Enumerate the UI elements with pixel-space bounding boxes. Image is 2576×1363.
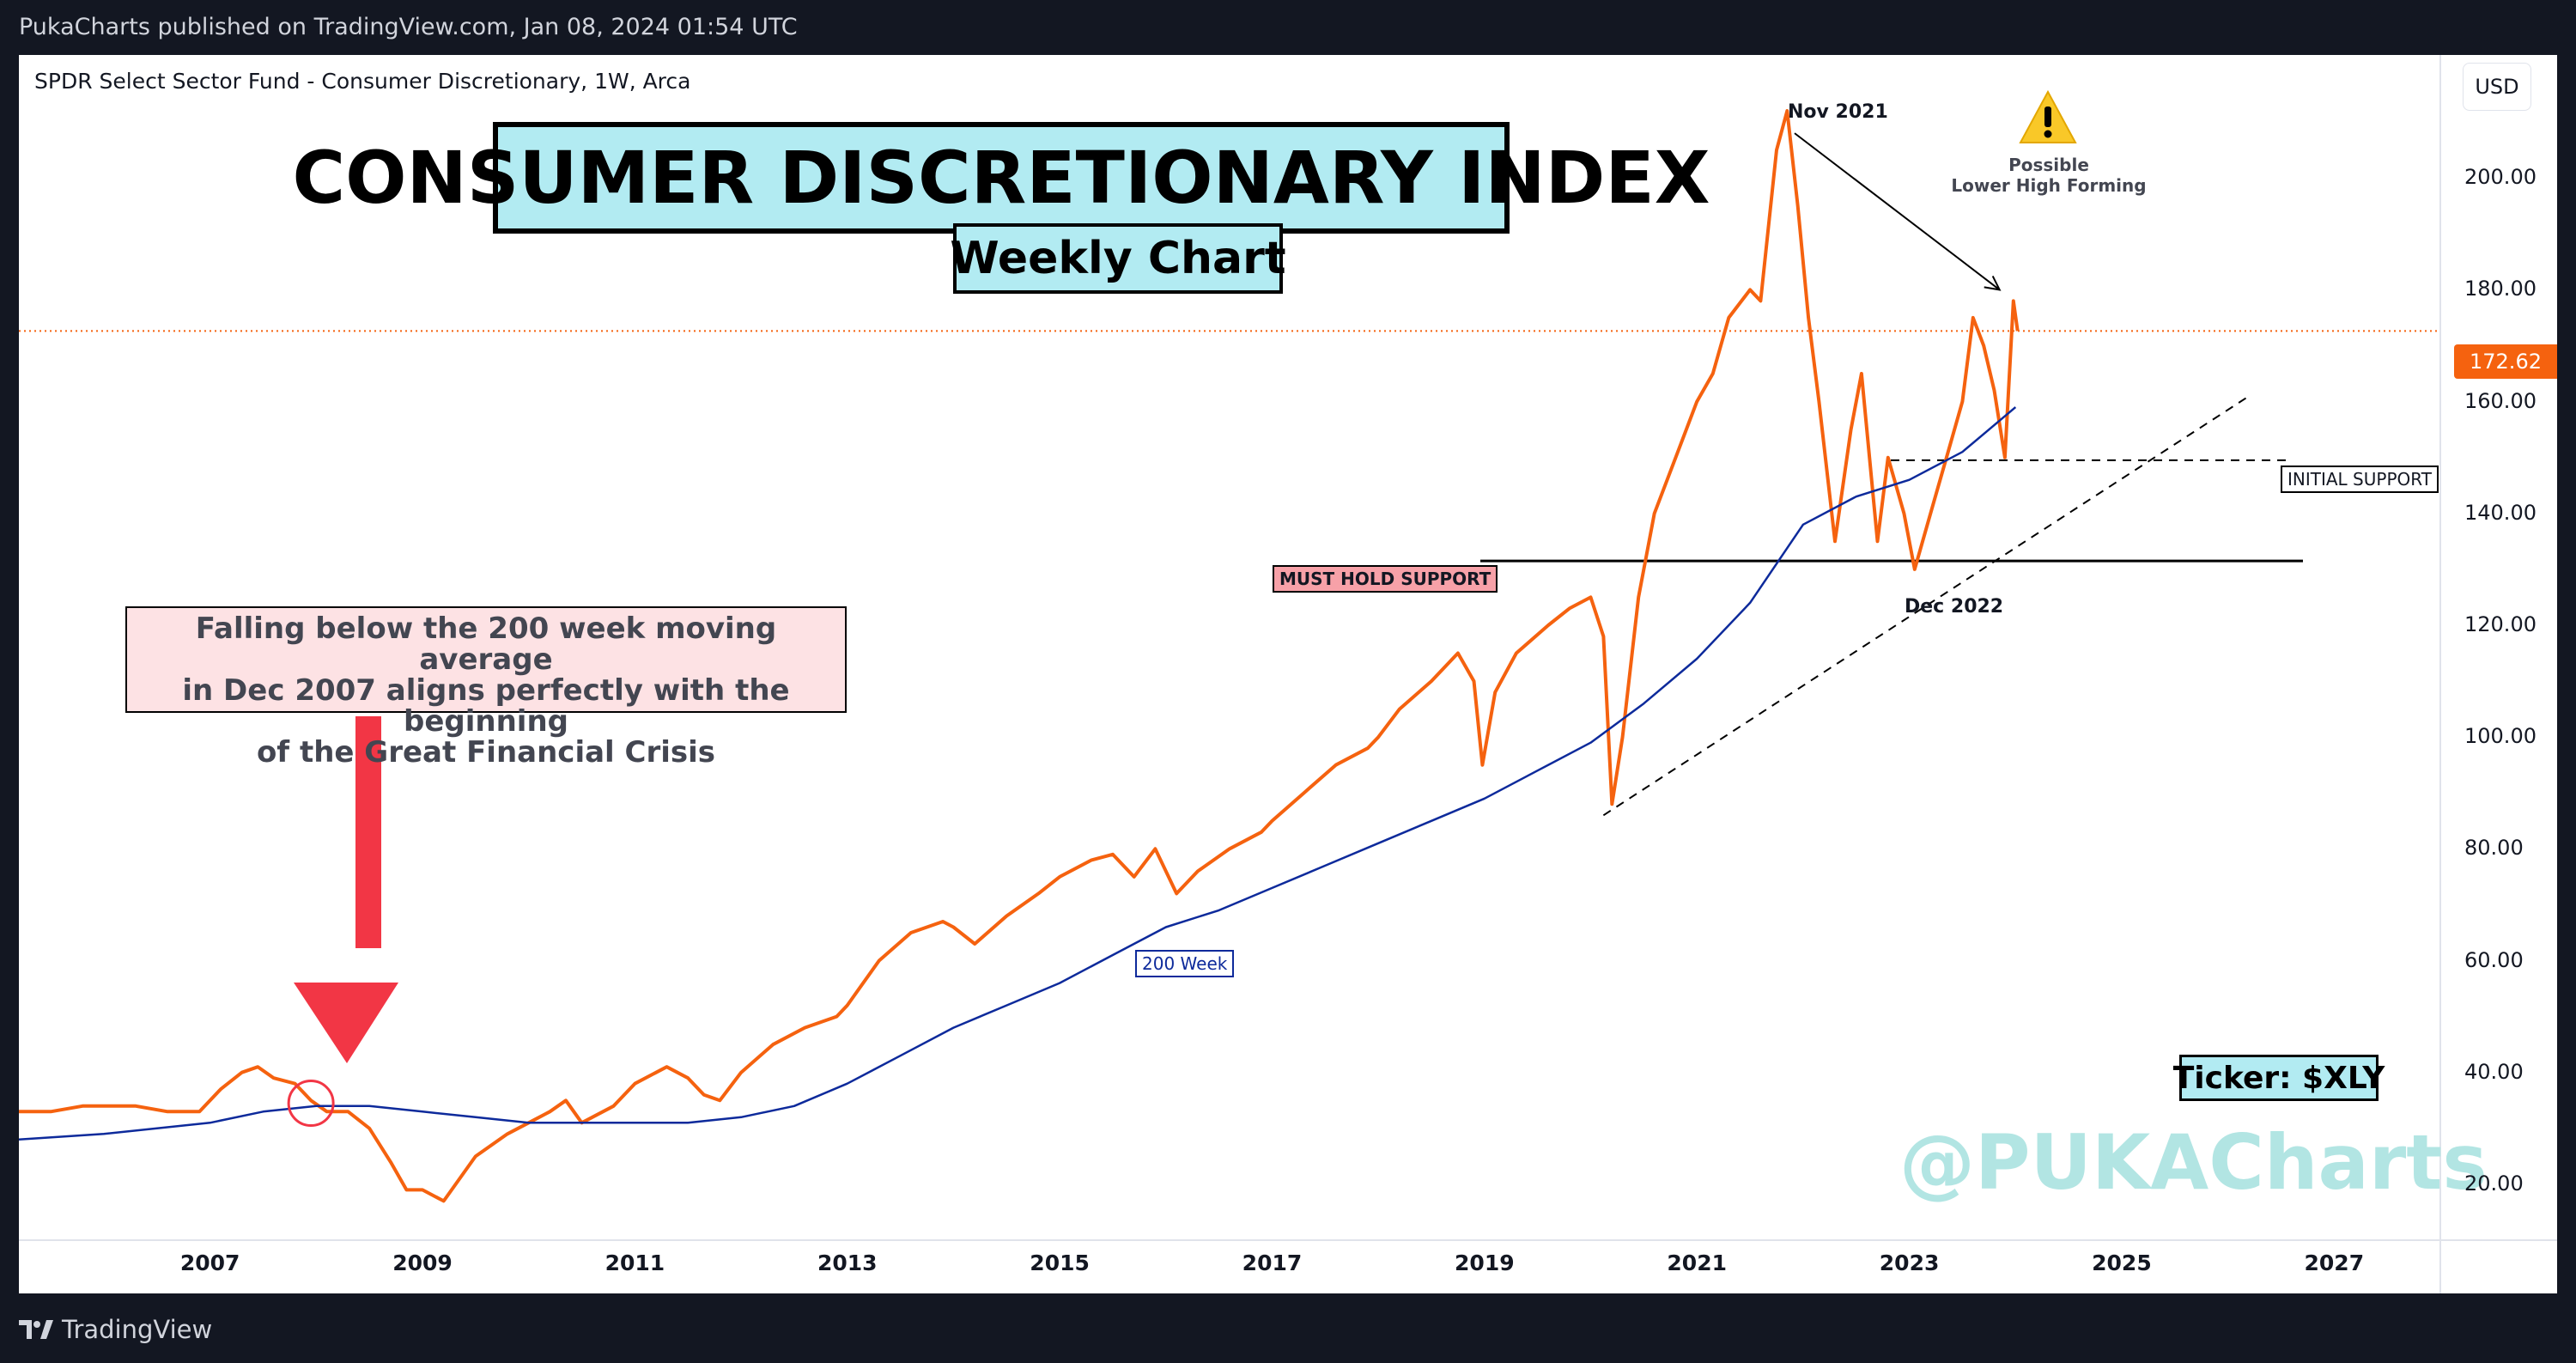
y-tick-label: 140.00 [2464,500,2537,525]
y-tick-label: 100.00 [2464,724,2537,749]
must-hold-support-label: MUST HOLD SUPPORT [1273,565,1498,593]
symbol-info[interactable]: SPDR Select Sector Fund - Consumer Discr… [34,69,691,94]
x-tick-label: 2015 [1030,1250,1090,1275]
tradingview-logo-icon [19,1320,53,1339]
price-line [19,109,2020,1203]
y-tick-label: 180.00 [2464,277,2537,301]
warning-text: Possible Lower High Forming [1946,155,2152,196]
footer-bar: TradingView [0,1296,2576,1363]
x-tick-label: 2011 [605,1250,665,1275]
x-tick-label: 2007 [179,1250,240,1275]
x-tick-label: 2017 [1242,1250,1303,1275]
x-tick-label: 2023 [1879,1250,1940,1275]
x-tick-label: 2019 [1455,1250,1515,1275]
lower-high-arrow-head [1984,275,2002,291]
warning-line-1: Possible [2008,155,2089,175]
y-tick-label: 120.00 [2464,612,2537,636]
tradingview-logo[interactable]: TradingView [19,1315,212,1344]
chart-title: CONSUMER DISCRETIONARY INDEX [293,122,1710,234]
watermark: @PUKACharts [1899,1118,2488,1207]
chart-subtitle: Weekly Chart [950,223,1286,294]
currency-button[interactable]: USD [2463,63,2531,111]
y-tick-label: 200.00 [2464,165,2537,190]
dec-2022-label: Dec 2022 [1905,596,2004,618]
ma-200-label: 200 Week [1135,950,1235,977]
price-chart[interactable] [19,55,2557,1293]
note-line-3: of the Great Financial Crisis [256,735,716,770]
gfc-arrow-shaft [355,716,381,948]
warning-icon [2019,89,2077,143]
last-price-tag: 172.62 [2454,344,2557,379]
ticker-label: Ticker: $XLY [2173,1055,2385,1101]
published-header: PukaCharts published on TradingView.com,… [19,14,798,40]
gfc-note: Falling below the 200 week moving averag… [125,606,847,768]
nov-2021-label: Nov 2021 [1788,101,1888,123]
gfc-arrow-head [294,983,398,1063]
y-tick-label: 160.00 [2464,388,2537,413]
lower-high-arrow-line [1794,132,2001,291]
x-tick-label: 2025 [2092,1250,2152,1275]
y-tick-label: 40.00 [2464,1059,2524,1084]
y-tick-label: 80.00 [2464,836,2524,861]
note-line-2: in Dec 2007 aligns perfectly with the be… [182,673,790,739]
warning-line-2: Lower High Forming [1951,175,2147,196]
rising-trendline [1602,395,2250,817]
tradingview-logo-text: TradingView [62,1315,213,1344]
crossover-circle [287,1080,335,1128]
x-tick-label: 2013 [817,1250,878,1275]
chart-panel[interactable]: SPDR Select Sector Fund - Consumer Discr… [19,55,2557,1293]
y-tick-label: 60.00 [2464,947,2524,972]
y-tick-label: 20.00 [2464,1171,2524,1196]
x-tick-label: 2027 [2304,1250,2365,1275]
x-tick-label: 2021 [1667,1250,1727,1275]
note-line-1: Falling below the 200 week moving averag… [195,612,777,677]
ma-200-line [19,406,2017,1141]
x-tick-label: 2009 [392,1250,453,1275]
initial-support-label: INITIAL SUPPORT [2281,465,2439,493]
